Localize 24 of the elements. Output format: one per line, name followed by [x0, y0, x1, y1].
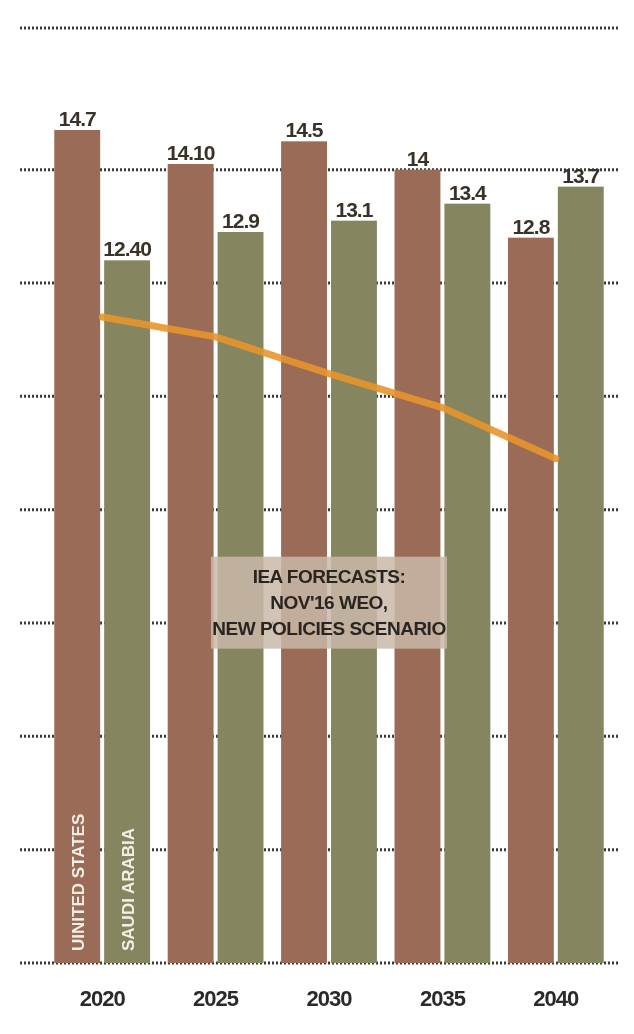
bar [54, 130, 101, 963]
annotation: IEA FORECASTS: NOV'16 WEO, NEW POLICIES SCENARIO [212, 565, 446, 639]
x-tick-label: 2025 [193, 986, 239, 1011]
data-label: 12.8 [512, 214, 551, 238]
data-label: 13.4 [448, 180, 488, 204]
bar [104, 260, 151, 963]
x-tick-label: 2040 [533, 986, 580, 1011]
bar [167, 164, 214, 963]
data-label: 13.1 [335, 197, 374, 221]
x-tick-label: 2030 [306, 986, 353, 1011]
data-label: 14.10 [166, 141, 215, 164]
data-label: 14.5 [285, 118, 324, 142]
x-tick-label: 2020 [79, 986, 126, 1011]
series-label: UINITED STATES [69, 813, 89, 951]
data-label: 13.7 [562, 163, 600, 187]
x-tick-label: 2035 [419, 986, 466, 1011]
bar [557, 186, 604, 963]
series-label: SAUDI ARABIA [119, 827, 139, 951]
bar [444, 203, 491, 963]
data-label: 12.9 [222, 209, 260, 232]
data-label: 12.40 [103, 237, 152, 261]
bar [507, 237, 554, 963]
data-label: 14 [406, 146, 430, 170]
data-label: 14.7 [58, 107, 96, 130]
